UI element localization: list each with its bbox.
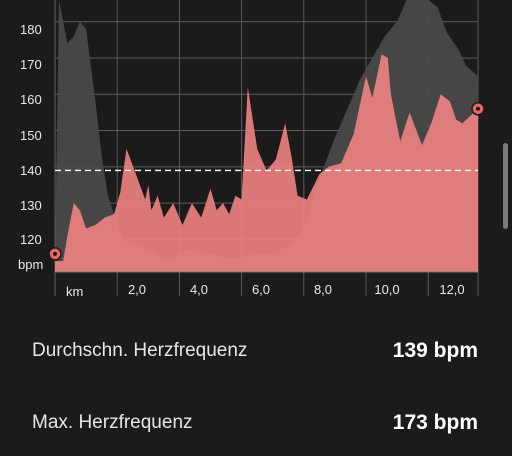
heart-rate-area: [55, 54, 478, 273]
x-tick-label: 4,0: [189, 282, 209, 297]
max-heart-rate-row: Max. Herzfrequenz 173 bpm: [32, 408, 478, 438]
y-tick-label: 160: [20, 92, 42, 107]
chart-plot[interactable]: [0, 0, 512, 300]
max-heart-rate-value: 173 bpm: [392, 411, 478, 434]
y-tick-label: 170: [20, 57, 42, 72]
y-tick-label: 150: [20, 128, 42, 143]
y-axis-unit-label: bpm: [18, 257, 44, 272]
current-marker-center: [476, 106, 480, 111]
scrollbar[interactable]: [503, 143, 508, 229]
start-marker-center: [53, 251, 57, 256]
y-tick-label: 120: [20, 232, 42, 247]
y-tick-label: 180: [20, 22, 42, 37]
x-tick-label: 12,0: [439, 282, 465, 297]
x-tick-label: 10,0: [374, 282, 400, 297]
y-tick-label: 140: [20, 163, 42, 178]
average-heart-rate-row: Durchschn. Herzfrequenz 139 bpm: [32, 336, 478, 366]
x-tick-label: 2,0: [127, 282, 147, 297]
x-tick-label: 6,0: [251, 282, 271, 297]
heart-rate-chart[interactable]: 180 170 160 150 140 130 120 bpm km 2,0 4…: [0, 0, 512, 300]
average-heart-rate-label: Durchschn. Herzfrequenz: [32, 340, 248, 361]
max-heart-rate-label: Max. Herzfrequenz: [32, 412, 193, 433]
x-tick-label: 8,0: [313, 282, 333, 297]
x-axis-unit-label: km: [66, 284, 84, 299]
average-heart-rate-value: 139 bpm: [392, 339, 478, 362]
y-tick-label: 130: [20, 198, 42, 213]
